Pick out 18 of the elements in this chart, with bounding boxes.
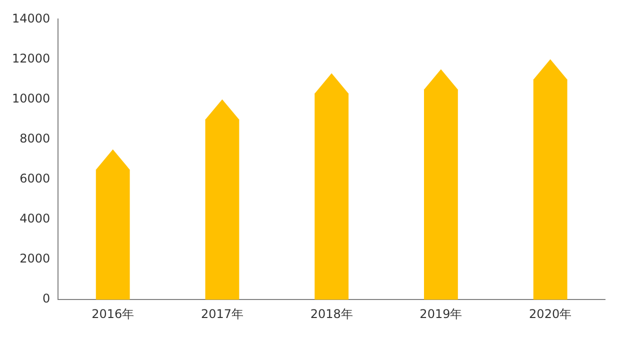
- bar: [205, 99, 240, 300]
- x-tick-label: 2020年: [529, 306, 572, 321]
- y-tick-label: 14000: [12, 11, 50, 26]
- bar: [533, 59, 568, 300]
- y-tick-label: 2000: [20, 252, 50, 266]
- x-tick-label: 2016年: [92, 306, 134, 321]
- x-tick-label: 2019年: [420, 306, 462, 321]
- y-tick-label: 0: [42, 292, 50, 306]
- bar: [96, 149, 130, 300]
- y-tick-label: 8000: [20, 131, 50, 146]
- x-tick-label: 2018年: [310, 306, 353, 321]
- y-tick-label: 12000: [12, 51, 50, 66]
- x-tick-label: 2017年: [200, 306, 244, 321]
- bar: [314, 73, 349, 300]
- y-tick-label: 10000: [12, 91, 50, 106]
- y-tick-label: 6000: [20, 172, 50, 186]
- bar: [424, 69, 458, 300]
- y-tick-label: 4000: [20, 212, 50, 226]
